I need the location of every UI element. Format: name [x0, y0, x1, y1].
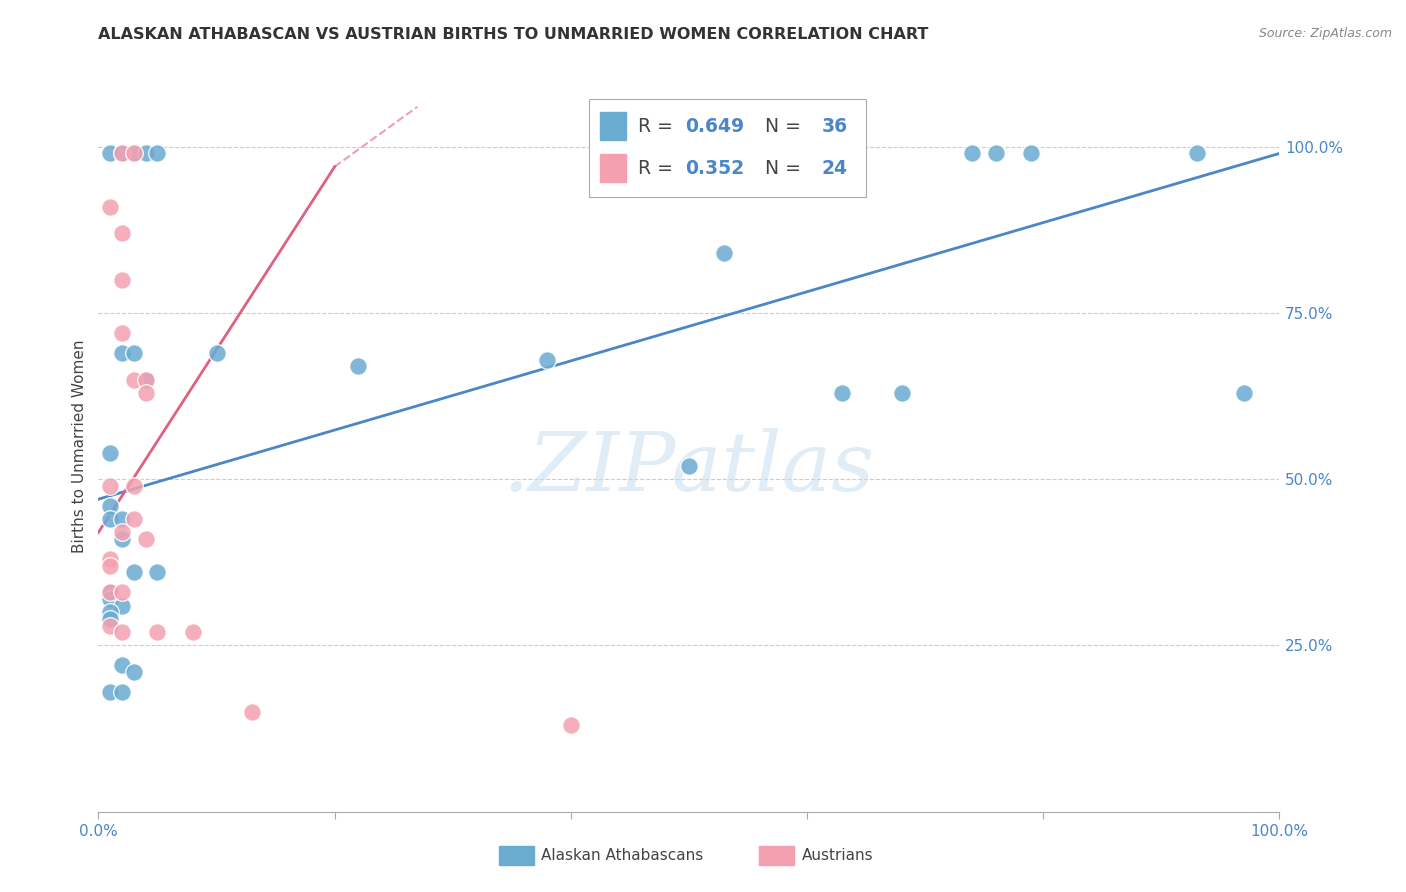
Point [146, 566, 169, 580]
Bar [600, 112, 626, 140]
Point [111, 599, 134, 613]
Point [146, 146, 169, 161]
Point [111, 658, 134, 673]
Point [111, 585, 134, 599]
Text: N =: N = [752, 117, 807, 136]
Point [98, 499, 121, 513]
Point [98, 552, 121, 566]
Text: Source: ZipAtlas.com: Source: ZipAtlas.com [1258, 27, 1392, 40]
Point [122, 665, 145, 679]
Text: Alaskan Athabascans: Alaskan Athabascans [541, 848, 703, 863]
Point [122, 146, 145, 161]
Point [135, 385, 157, 400]
Y-axis label: Births to Unmarried Women: Births to Unmarried Women [72, 339, 87, 553]
Point [135, 372, 157, 386]
Text: .ZIPatlas: .ZIPatlas [503, 428, 875, 508]
Text: 36: 36 [821, 117, 848, 136]
Point [831, 385, 853, 400]
Point [111, 273, 134, 287]
Point [122, 512, 145, 526]
Point [678, 458, 700, 473]
Text: R =: R = [638, 159, 679, 178]
Point [181, 625, 204, 640]
Point [98, 585, 121, 599]
Point [111, 226, 134, 240]
Point [135, 532, 157, 546]
Bar [600, 154, 626, 182]
Point [560, 718, 582, 732]
Point [111, 346, 134, 360]
Point [111, 146, 134, 161]
Point [98, 445, 121, 459]
Point [890, 385, 912, 400]
Point [111, 146, 134, 161]
Point [122, 566, 145, 580]
Text: 24: 24 [821, 159, 848, 178]
Point [98, 618, 121, 632]
Point [98, 685, 121, 699]
Point [111, 532, 134, 546]
Point [135, 372, 157, 386]
Text: N =: N = [752, 159, 807, 178]
Point [98, 512, 121, 526]
Point [347, 359, 370, 374]
Bar [589, 99, 866, 197]
Point [111, 512, 134, 526]
Point [146, 625, 169, 640]
Point [1185, 146, 1208, 161]
Point [713, 246, 735, 260]
Point [122, 146, 145, 161]
Point [98, 605, 121, 619]
Point [122, 479, 145, 493]
Point [111, 326, 134, 340]
Text: R =: R = [638, 117, 679, 136]
Text: 0.352: 0.352 [685, 159, 745, 178]
Point [98, 146, 121, 161]
Text: Austrians: Austrians [801, 848, 873, 863]
Point [111, 525, 134, 540]
Text: ALASKAN ATHABASCAN VS AUSTRIAN BIRTHS TO UNMARRIED WOMEN CORRELATION CHART: ALASKAN ATHABASCAN VS AUSTRIAN BIRTHS TO… [98, 27, 929, 42]
Point [122, 346, 145, 360]
Point [984, 146, 1007, 161]
Point [135, 146, 157, 161]
Text: 0.649: 0.649 [685, 117, 745, 136]
Point [1233, 385, 1256, 400]
Point [240, 705, 263, 719]
Point [98, 612, 121, 626]
Point [1021, 146, 1043, 161]
Point [962, 146, 984, 161]
Point [98, 591, 121, 606]
Point [111, 685, 134, 699]
Point [98, 479, 121, 493]
Point [536, 352, 558, 367]
Point [205, 346, 228, 360]
Point [111, 625, 134, 640]
Point [98, 558, 121, 573]
Point [98, 585, 121, 599]
Point [98, 200, 121, 214]
Point [122, 372, 145, 386]
